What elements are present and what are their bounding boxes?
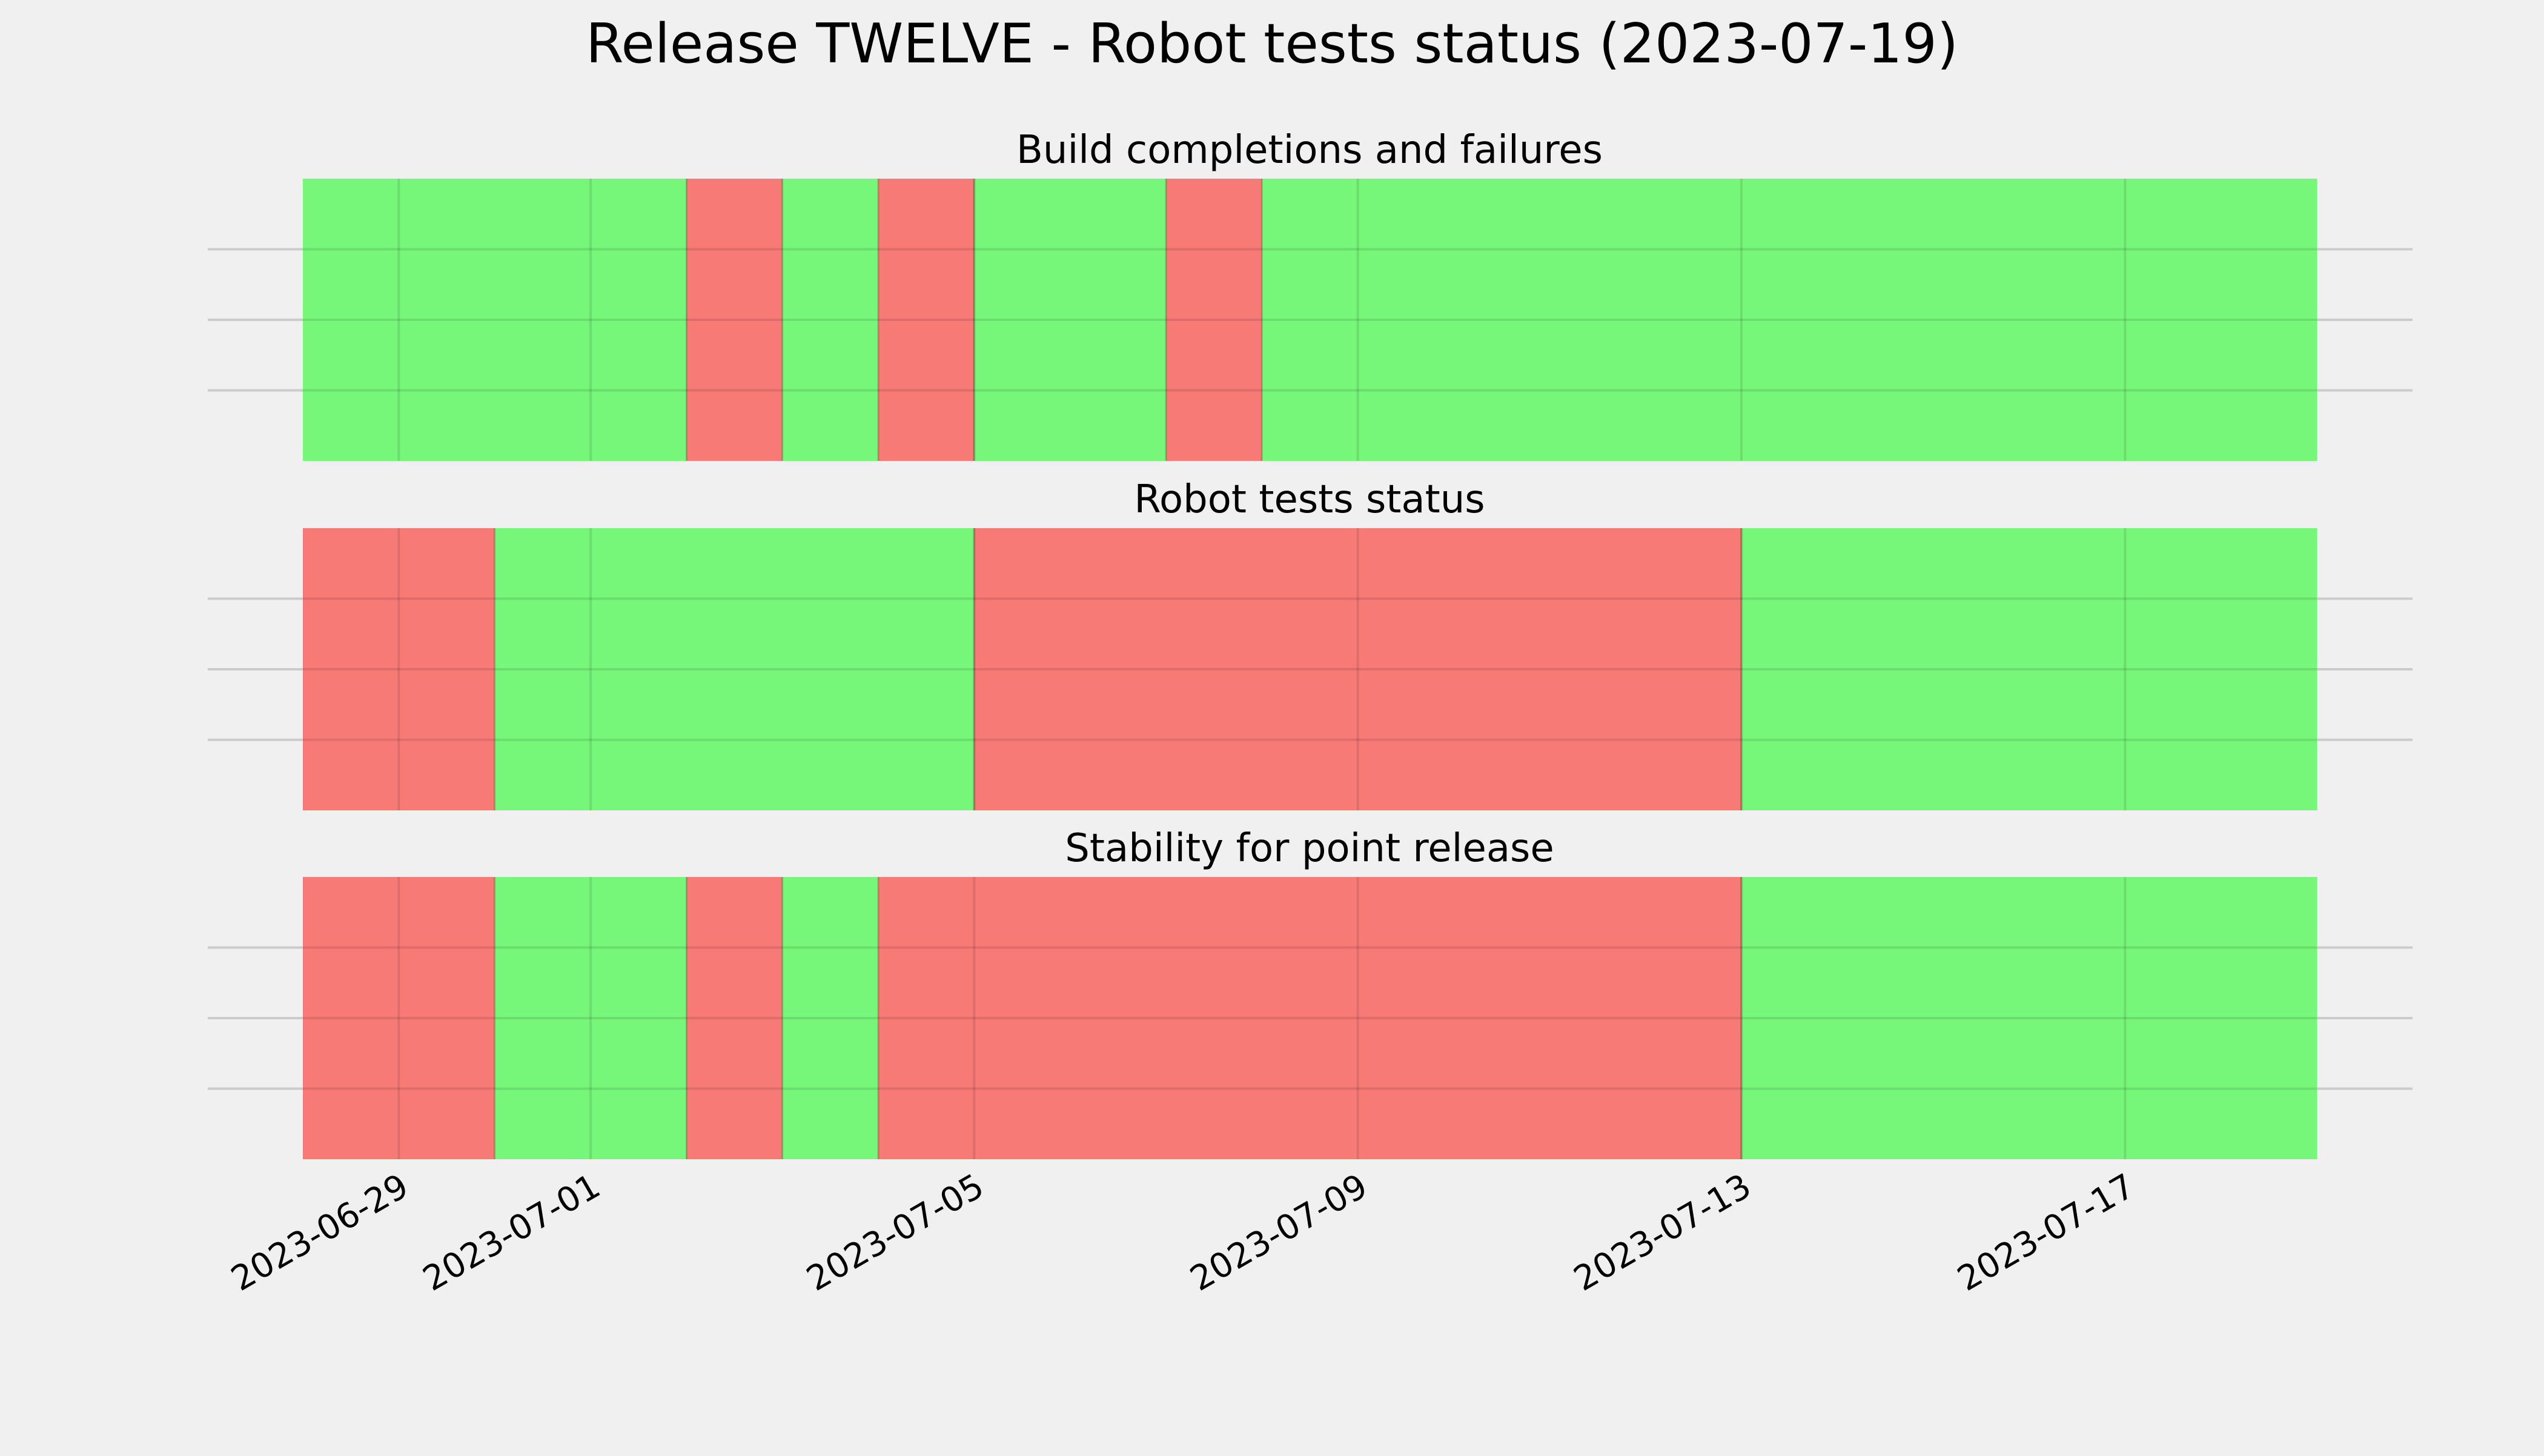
status-span-pass [591,528,687,810]
x-tick-label: 2023-07-17 [1951,1166,2141,1299]
status-span-pass [2029,528,2125,810]
status-span-fail [1166,528,1262,810]
status-span-pass [686,528,783,810]
status-span-fail [686,877,783,1159]
x-tick-labels: 2023-06-29 2023-07-01 2023-07-05 2023-07-09… [225,1166,2141,1299]
status-span-fail [303,877,399,1159]
status-span-pass [1357,179,1454,461]
status-span-pass [782,528,879,810]
panel-3: Stability for point release [208,826,2413,1159]
panel-2: Robot tests status [208,477,2413,810]
x-tick-label: 2023-06-29 [225,1166,415,1299]
status-span-pass [782,179,879,461]
status-span-fail [878,179,975,461]
status-span-fail [1070,528,1167,810]
status-span-pass [878,528,975,810]
status-span-pass [2029,877,2125,1159]
status-span-pass [2221,877,2317,1159]
panel-title: Robot tests status [1134,477,1485,522]
status-span-fail [1357,877,1454,1159]
status-span-fail [974,528,1071,810]
status-span-pass [2125,528,2222,810]
status-span-pass [1262,179,1359,461]
status-span-pass [2125,877,2222,1159]
status-span-pass [1741,528,1838,810]
x-tick-label: 2023-07-01 [417,1166,607,1299]
status-span-pass [1933,179,2030,461]
status-span-fail [303,528,399,810]
status-span-fail [1454,528,1550,810]
status-span-pass [399,179,495,461]
status-span-fail [1645,528,1742,810]
status-span-pass [494,179,591,461]
status-span-pass [1070,179,1167,461]
status-span-fail [1262,877,1359,1159]
status-span-fail [1262,528,1359,810]
status-span-fail [878,877,975,1159]
panel-title: Stability for point release [1065,826,1554,871]
status-span-pass [1837,877,1934,1159]
status-span-fail [399,528,495,810]
panel-title: Build completions and failures [1016,128,1603,173]
chart-title: Release TWELVE - Robot tests status (202… [586,12,1958,76]
status-span-pass [1645,179,1742,461]
panel-1: Build completions and failures [208,128,2413,461]
status-span-pass [1549,179,1646,461]
status-span-pass [2029,179,2125,461]
status-span-pass [494,528,591,810]
status-span-pass [303,179,399,461]
status-span-pass [1741,877,1838,1159]
status-span-pass [1933,877,2030,1159]
status-span-fail [1549,877,1646,1159]
status-span-pass [591,179,687,461]
status-span-pass [974,179,1071,461]
status-span-fail [1357,528,1454,810]
status-span-fail [1166,179,1262,461]
status-span-fail [1549,528,1646,810]
status-span-pass [1454,179,1550,461]
status-span-fail [974,877,1071,1159]
panels-layer: Build completions and failures Robot test… [208,128,2413,1159]
status-span-pass [1741,179,1838,461]
status-span-pass [782,877,879,1159]
x-tick-label: 2023-07-09 [1184,1166,1374,1299]
status-span-pass [2221,179,2317,461]
status-span-fail [1070,877,1167,1159]
status-span-pass [494,877,591,1159]
status-span-fail [1645,877,1742,1159]
status-span-fail [1166,877,1262,1159]
status-span-pass [2125,179,2222,461]
status-span-fail [1454,877,1550,1159]
x-tick-label: 2023-07-13 [1568,1166,1758,1299]
status-span-pass [1837,528,1934,810]
status-span-pass [2221,528,2317,810]
status-span-fail [399,877,495,1159]
x-tick-label: 2023-07-05 [800,1166,990,1299]
status-span-pass [591,877,687,1159]
status-span-pass [1837,179,1934,461]
status-span-fail [686,179,783,461]
status-span-pass [1933,528,2030,810]
